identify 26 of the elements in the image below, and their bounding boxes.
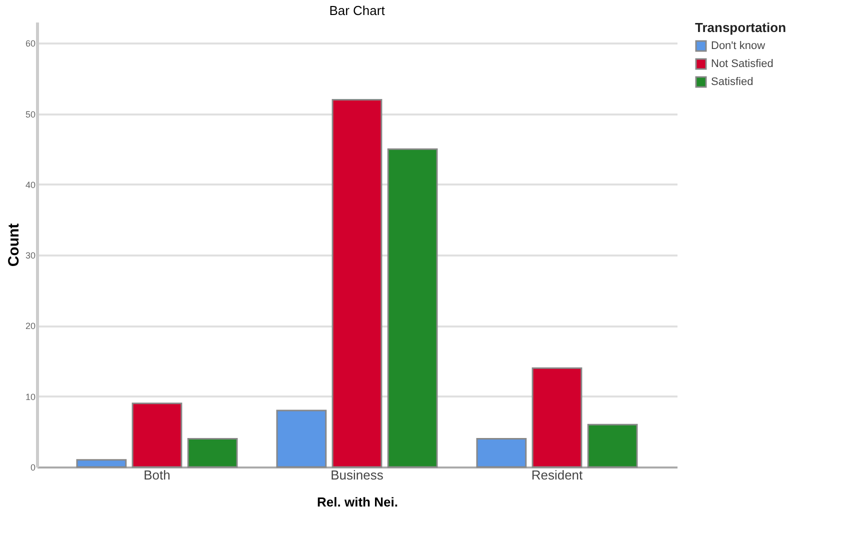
- legend-label: Don't know: [711, 40, 766, 52]
- y-tick-label: 50: [25, 109, 36, 120]
- bar: [76, 459, 127, 468]
- bar: [587, 424, 638, 468]
- bar: [532, 367, 582, 468]
- y-tick-label: 0: [30, 462, 36, 472]
- bar: [187, 438, 238, 468]
- bar: [476, 438, 527, 468]
- y-tick-label: 30: [25, 250, 36, 261]
- legend-label: Not Satisfied: [711, 58, 774, 70]
- y-tick-label: 60: [25, 38, 36, 49]
- x-axis-title: Rel. with Nei.: [317, 494, 398, 510]
- x-tick-label: Both: [144, 468, 170, 482]
- x-tick-label: Business: [330, 468, 384, 482]
- y-tick-label: 20: [25, 321, 36, 332]
- bar: [132, 402, 182, 468]
- y-axis-title: Count: [5, 223, 22, 267]
- x-tick-label: Resident: [531, 468, 584, 482]
- legend-title: Transportation: [695, 20, 786, 35]
- bar: [276, 410, 327, 468]
- chart-title: Bar Chart: [329, 3, 386, 18]
- legend-label: Satisfied: [711, 76, 754, 88]
- bar: [332, 98, 382, 468]
- y-tick-label: 40: [25, 180, 36, 190]
- bar: [387, 148, 438, 468]
- y-tick-label: 10: [25, 392, 36, 402]
